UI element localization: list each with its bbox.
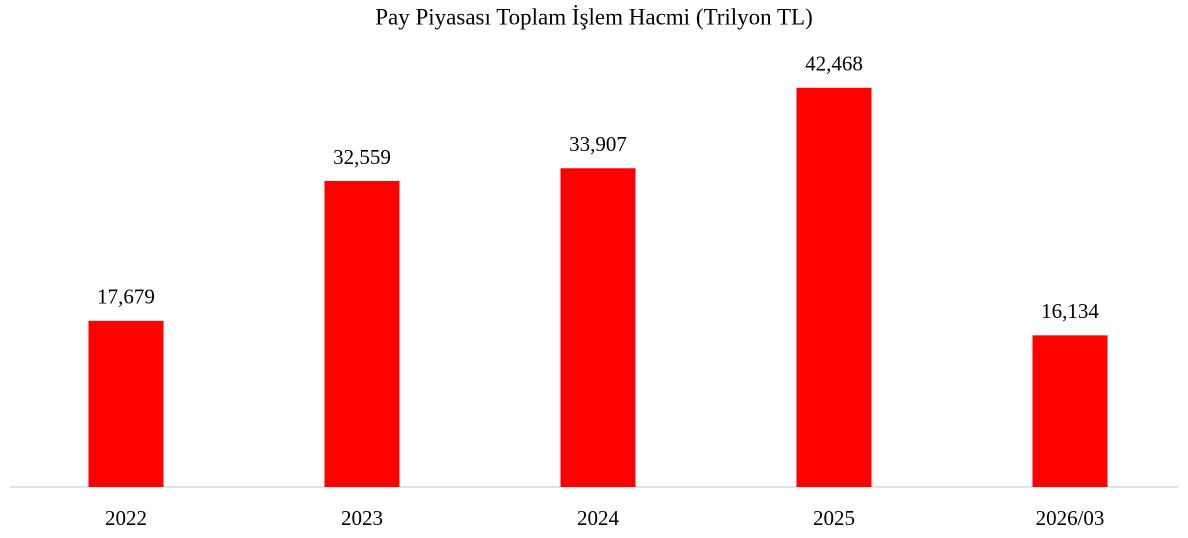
bar (796, 87, 872, 488)
bar (560, 168, 636, 487)
data-label: 33,907 (569, 132, 627, 156)
data-label: 16,134 (1041, 299, 1099, 323)
bar (324, 180, 400, 487)
bar (1032, 335, 1108, 487)
data-label: 32,559 (333, 145, 391, 169)
x-tick-label: 2026/03 (1036, 506, 1105, 530)
x-tick-label: 2024 (577, 506, 620, 530)
bar (88, 320, 164, 487)
x-tick-label: 2023 (341, 506, 383, 530)
x-tick-label: 2022 (105, 506, 147, 530)
data-label: 17,679 (97, 285, 155, 309)
data-label: 42,468 (805, 52, 863, 76)
x-tick-label: 2025 (813, 506, 855, 530)
chart-title: Pay Piyasası Toplam İşlem Hacmi (Trilyon… (375, 4, 813, 29)
